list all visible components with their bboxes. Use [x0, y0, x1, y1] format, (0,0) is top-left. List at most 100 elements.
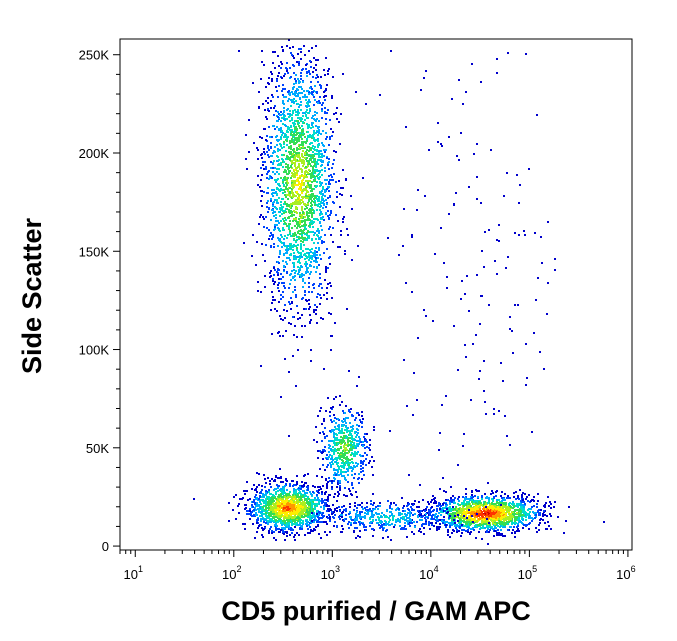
- event-point: [294, 279, 296, 281]
- event-point: [286, 506, 288, 508]
- event-point: [347, 427, 349, 429]
- event-point: [355, 445, 357, 447]
- event-point: [267, 102, 269, 104]
- event-point: [357, 432, 359, 434]
- event-point: [324, 99, 326, 101]
- event-point: [313, 311, 315, 313]
- event-point: [260, 214, 262, 216]
- event-point: [544, 506, 546, 508]
- event-point: [261, 174, 263, 176]
- event-point: [446, 521, 448, 523]
- event-point: [288, 371, 290, 373]
- event-point: [316, 92, 318, 94]
- event-point: [352, 425, 354, 427]
- event-point: [312, 284, 314, 286]
- event-point: [308, 99, 310, 101]
- event-point: [253, 484, 255, 486]
- event-point: [326, 188, 328, 190]
- event-point: [283, 527, 285, 529]
- event-point: [311, 258, 313, 260]
- event-point: [341, 429, 343, 431]
- event-point: [265, 490, 267, 492]
- event-point: [314, 111, 316, 113]
- event-point: [295, 95, 297, 97]
- event-point: [284, 304, 286, 306]
- event-point: [257, 527, 259, 529]
- event-point: [298, 252, 300, 254]
- event-point: [305, 261, 307, 263]
- event-point: [346, 456, 348, 458]
- event-point: [322, 144, 324, 146]
- event-point: [270, 246, 272, 248]
- event-point: [316, 296, 318, 298]
- event-point: [316, 230, 318, 232]
- event-point: [285, 170, 287, 172]
- event-point: [445, 503, 447, 505]
- event-point: [315, 139, 317, 141]
- event-point: [256, 505, 258, 507]
- event-point: [438, 512, 440, 514]
- event-point: [304, 96, 306, 98]
- event-point: [362, 463, 364, 465]
- event-point: [284, 496, 286, 498]
- event-point: [290, 52, 292, 54]
- event-point: [280, 318, 282, 320]
- event-point: [322, 186, 324, 188]
- event-point: [305, 180, 307, 182]
- event-point: [285, 125, 287, 127]
- event-point: [299, 257, 301, 259]
- event-point: [315, 271, 317, 273]
- event-point: [285, 96, 287, 98]
- event-point: [338, 466, 340, 468]
- event-point: [345, 425, 347, 427]
- event-point: [270, 198, 272, 200]
- event-point: [311, 174, 313, 176]
- event-point: [316, 131, 318, 133]
- event-point: [310, 155, 312, 157]
- event-point: [307, 135, 309, 137]
- event-point: [280, 138, 282, 140]
- event-point: [228, 502, 230, 504]
- event-point: [333, 432, 335, 434]
- event-point: [313, 439, 315, 441]
- event-point: [261, 489, 263, 491]
- event-point: [320, 258, 322, 260]
- event-point: [283, 110, 285, 112]
- event-point: [297, 117, 299, 119]
- event-point: [363, 436, 365, 438]
- event-point: [533, 505, 535, 507]
- event-point: [318, 144, 320, 146]
- event-point: [330, 210, 332, 212]
- event-point: [291, 117, 293, 119]
- event-point: [315, 149, 317, 151]
- event-point: [313, 287, 315, 289]
- event-point: [275, 207, 277, 209]
- event-point: [283, 146, 285, 148]
- event-point: [304, 208, 306, 210]
- event-point: [277, 487, 279, 489]
- event-point: [289, 113, 291, 115]
- event-point: [304, 171, 306, 173]
- event-point: [286, 257, 288, 259]
- event-point: [314, 195, 316, 197]
- event-point: [352, 447, 354, 449]
- event-point: [308, 291, 310, 293]
- event-point: [317, 102, 319, 104]
- event-point: [349, 449, 351, 451]
- event-point: [292, 99, 294, 101]
- event-point: [288, 127, 290, 129]
- event-point: [293, 334, 295, 336]
- event-point: [291, 131, 293, 133]
- event-point: [272, 152, 274, 154]
- event-point: [289, 534, 291, 536]
- event-point: [537, 493, 539, 495]
- event-point: [283, 282, 285, 284]
- event-point: [341, 459, 343, 461]
- event-point: [305, 68, 307, 70]
- event-point: [286, 131, 288, 133]
- event-point: [252, 234, 254, 236]
- event-point: [273, 215, 275, 217]
- event-point: [301, 214, 303, 216]
- event-point: [274, 128, 276, 130]
- event-point: [288, 519, 290, 521]
